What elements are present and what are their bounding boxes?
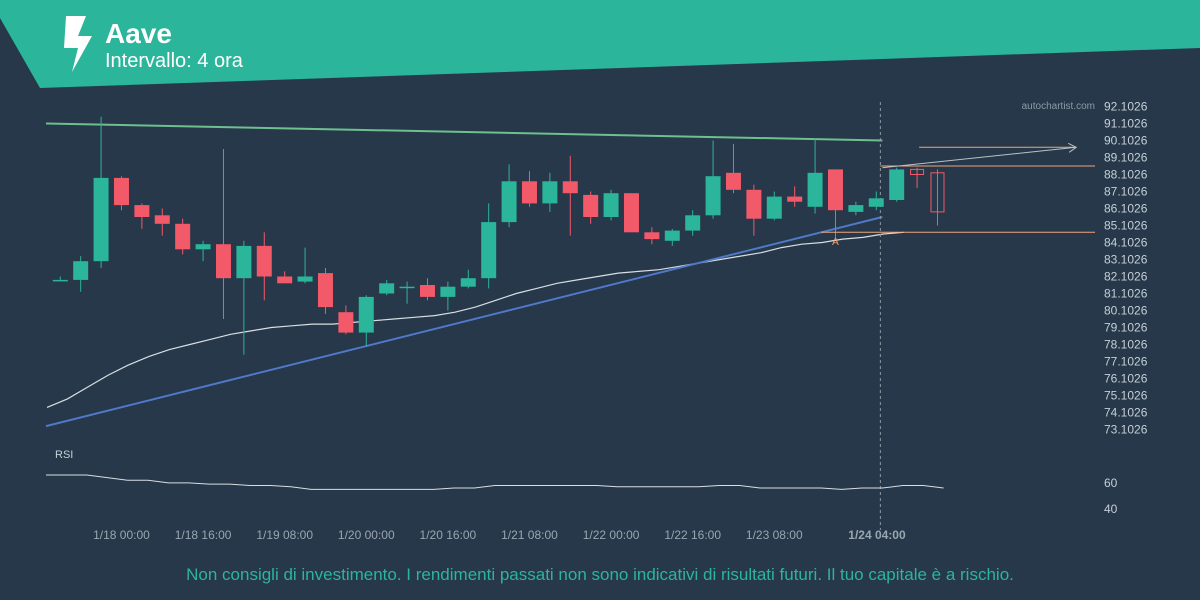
- candle-body: [746, 189, 762, 219]
- y-tick-label: 86.1026: [1104, 201, 1148, 215]
- candle-body: [583, 194, 599, 217]
- candle-body: [419, 285, 435, 297]
- pattern-point-label: A: [832, 237, 839, 248]
- candle-body: [521, 181, 537, 204]
- candle-body: [542, 181, 558, 204]
- x-axis: 1/18 00:00 1/18 16:00 1/19 08:00 1/20 00:00…: [93, 528, 906, 542]
- candle-body: [501, 181, 517, 223]
- y-axis: 92.1026 91.1026 90.1026 89.1026 88.1026 87.10…: [1104, 99, 1148, 436]
- candle-body: [297, 276, 313, 282]
- y-tick-label: 84.1026: [1104, 235, 1148, 249]
- y-tick-label: 73.1026: [1104, 422, 1148, 436]
- candle-body: [889, 169, 905, 200]
- y-tick-label: 88.1026: [1104, 167, 1148, 181]
- resistance-line: [45, 122, 883, 142]
- candle-body: [154, 215, 170, 224]
- x-tick-label: 1/22 00:00: [583, 528, 640, 542]
- candles-layer: [52, 116, 945, 355]
- candle-body: [848, 205, 864, 212]
- moving-average-layer: [46, 231, 904, 408]
- candle-body: [725, 172, 741, 190]
- candle-body: [827, 169, 843, 211]
- candle-body: [317, 273, 333, 308]
- y-tick-label: 80.1026: [1104, 303, 1148, 317]
- candle-body: [52, 279, 68, 282]
- y-tick-label: 83.1026: [1104, 252, 1148, 266]
- candle-body: [766, 196, 782, 219]
- x-tick-label: 1/18 16:00: [175, 528, 232, 542]
- candle-body: [930, 172, 945, 213]
- candle-body: [113, 177, 129, 206]
- y-tick-label: 81.1026: [1104, 286, 1148, 300]
- candle-body: [175, 223, 191, 250]
- rsi-panel: 60 40: [46, 474, 1118, 516]
- autochartist-logo: [64, 16, 92, 72]
- candle-body: [236, 245, 252, 279]
- candle-body: [338, 312, 354, 333]
- rsi-line: [46, 474, 944, 490]
- trend-lines-layer: [45, 102, 883, 530]
- candle-body: [440, 286, 456, 297]
- candle-body: [73, 261, 89, 280]
- candle-body: [399, 286, 415, 289]
- y-tick-label: 92.1026: [1104, 99, 1148, 113]
- rsi-label: RSI: [55, 449, 73, 461]
- y-tick-label: 91.1026: [1104, 116, 1148, 130]
- candle-body: [134, 205, 150, 217]
- y-tick-label: 90.1026: [1104, 133, 1148, 147]
- y-tick-label: 74.1026: [1104, 405, 1148, 419]
- candle-body: [603, 193, 619, 217]
- candle-body: [664, 230, 680, 241]
- candle-body: [910, 168, 925, 175]
- projection-line: [882, 146, 1077, 169]
- rsi-tick-label: 40: [1104, 502, 1118, 516]
- rsi-tick-label: 60: [1104, 476, 1118, 490]
- candle-body: [195, 244, 211, 250]
- x-tick-label: 1/20 00:00: [338, 528, 395, 542]
- y-tick-label: 76.1026: [1104, 371, 1148, 385]
- candle-body: [277, 276, 293, 284]
- candle-body: [93, 177, 109, 262]
- y-tick-label: 82.1026: [1104, 269, 1148, 283]
- x-tick-label: 1/18 00:00: [93, 528, 150, 542]
- candle-body: [215, 244, 231, 279]
- moving-average-line: [46, 231, 904, 408]
- candle-body: [868, 198, 884, 207]
- y-tick-label: 77.1026: [1104, 354, 1148, 368]
- candle-body: [379, 283, 395, 294]
- y-tick-label: 87.1026: [1104, 184, 1148, 198]
- risk-disclaimer: Non consigli di investimento. I rendimen…: [186, 565, 1014, 584]
- candle-body: [807, 172, 823, 207]
- y-tick-label: 78.1026: [1104, 337, 1148, 351]
- x-tick-label: 1/24 04:00: [848, 528, 906, 542]
- header-banner: [0, 0, 1200, 88]
- candle-body: [644, 232, 660, 240]
- y-tick-label: 89.1026: [1104, 150, 1148, 164]
- candle-body: [460, 278, 476, 287]
- overlay-layer: A: [821, 142, 1095, 248]
- support-line: [45, 216, 883, 428]
- candle-body: [358, 296, 374, 333]
- candle-body: [256, 245, 272, 277]
- y-tick-label: 79.1026: [1104, 320, 1148, 334]
- page-title: Aave: [105, 18, 172, 49]
- x-tick-label: 1/23 08:00: [746, 528, 803, 542]
- interval-subtitle: Intervallo: 4 ora: [105, 50, 243, 72]
- candle-body: [787, 196, 803, 202]
- candle-body: [685, 215, 701, 231]
- candle-body: [623, 193, 639, 233]
- projection-arrowhead: [1067, 142, 1078, 153]
- candle-body: [481, 222, 497, 279]
- x-tick-label: 1/21 08:00: [501, 528, 558, 542]
- candle-body: [562, 181, 578, 194]
- watermark: autochartist.com: [1022, 101, 1095, 112]
- y-tick-label: 85.1026: [1104, 218, 1148, 232]
- x-tick-label: 1/20 16:00: [420, 528, 477, 542]
- x-tick-label: 1/19 08:00: [256, 528, 313, 542]
- y-tick-label: 75.1026: [1104, 388, 1148, 402]
- candle-body: [705, 176, 721, 216]
- x-tick-label: 1/22 16:00: [664, 528, 721, 542]
